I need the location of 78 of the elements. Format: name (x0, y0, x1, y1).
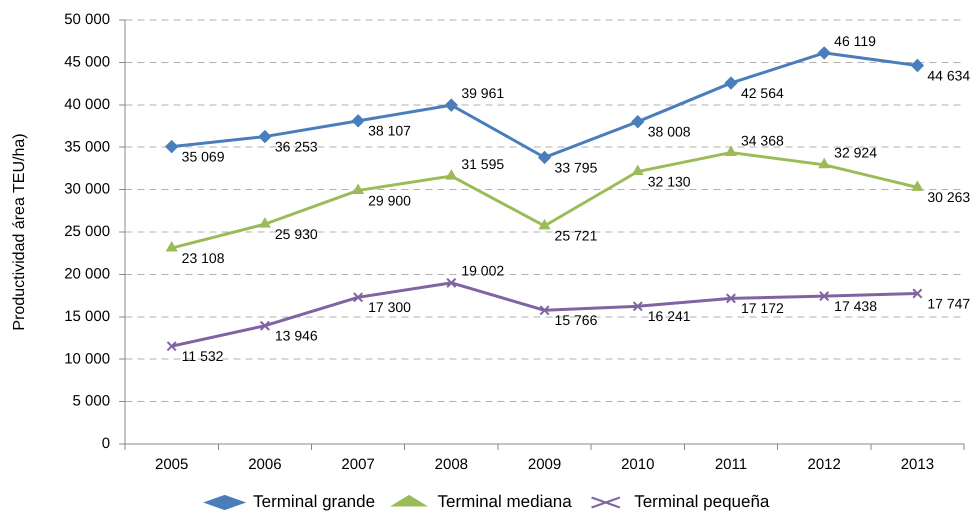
point (724, 76, 738, 90)
data-label: 13 946 (274, 328, 318, 344)
y-tick-label: 10 000 (64, 350, 110, 368)
data-label: 38 008 (648, 124, 691, 140)
y-tick-label: 0 (102, 435, 110, 452)
data-label: 23 108 (182, 250, 225, 266)
data-label: 42 564 (740, 84, 784, 101)
point (912, 288, 923, 299)
x-tick-label: 2010 (621, 456, 654, 474)
y-tick-label: 30 000 (64, 180, 110, 198)
point (352, 184, 364, 194)
y-tick-label: 45 000 (64, 54, 110, 71)
point (538, 150, 552, 164)
data-label: 17 172 (740, 300, 784, 316)
point (444, 98, 458, 112)
point (538, 219, 550, 230)
point (818, 46, 831, 60)
legend-label: Terminal grande (253, 492, 376, 512)
point (446, 170, 458, 180)
data-label: 44 634 (927, 67, 970, 84)
x-tick-label: 2009 (528, 456, 562, 474)
data-label: 19 002 (461, 262, 504, 279)
point (166, 242, 178, 252)
x-tick-label: 2011 (714, 456, 748, 474)
data-label: 36 253 (274, 138, 318, 154)
data-label: 38 107 (368, 122, 412, 139)
point (818, 158, 830, 168)
data-label: 17 747 (927, 295, 970, 312)
legend-label: Terminal pequeña (634, 492, 770, 512)
data-label: 32 130 (648, 173, 691, 190)
legend-label: Terminal mediana (438, 492, 572, 512)
point (631, 115, 644, 128)
data-label: 29 900 (368, 192, 412, 208)
data-label: 33 795 (554, 159, 598, 176)
y-tick-label: 40 000 (64, 96, 110, 113)
data-label: 25 930 (274, 226, 318, 242)
point (539, 305, 550, 316)
data-label: 46 119 (834, 32, 876, 49)
data-label: 31 595 (461, 156, 504, 172)
data-label: 16 241 (648, 308, 691, 324)
data-label: 11 532 (182, 348, 224, 364)
point (726, 293, 736, 304)
data-label: 34 368 (740, 132, 784, 148)
point (165, 140, 178, 154)
x-tick-label: 2012 (807, 456, 841, 474)
data-label: 15 766 (554, 312, 598, 328)
x-tick-label: 2006 (248, 456, 282, 474)
point (725, 146, 737, 156)
point (352, 292, 364, 303)
y-tick-label: 20 000 (64, 266, 110, 283)
data-label: 35 069 (182, 148, 225, 164)
point (259, 218, 271, 228)
y-tick-label: 15 000 (64, 308, 110, 325)
point (166, 340, 177, 352)
x-tick-label: 2008 (434, 456, 468, 474)
data-label: 17 438 (834, 298, 878, 314)
y-axis-title: Productividad área TEU/ha) (11, 133, 28, 331)
point (352, 114, 365, 128)
y-tick-label: 5 000 (72, 392, 110, 410)
point (912, 180, 924, 191)
x-tick-label: 2005 (155, 456, 188, 474)
data-label: 17 300 (368, 299, 412, 316)
point (632, 165, 644, 176)
point (632, 301, 643, 312)
data-label: 25 721 (554, 228, 598, 244)
point (260, 320, 270, 331)
data-label: 32 924 (834, 144, 878, 161)
y-tick-label: 50 000 (64, 11, 110, 28)
data-label: 30 263 (927, 189, 970, 206)
x-tick-label: 2013 (900, 456, 934, 474)
point (446, 278, 457, 288)
point (910, 59, 924, 72)
y-tick-label: 35 000 (64, 138, 110, 156)
point (818, 290, 830, 302)
data-label: 39 961 (461, 84, 504, 101)
point (258, 130, 272, 144)
y-tick-label: 25 000 (64, 223, 110, 240)
x-tick-label: 2007 (341, 456, 375, 474)
